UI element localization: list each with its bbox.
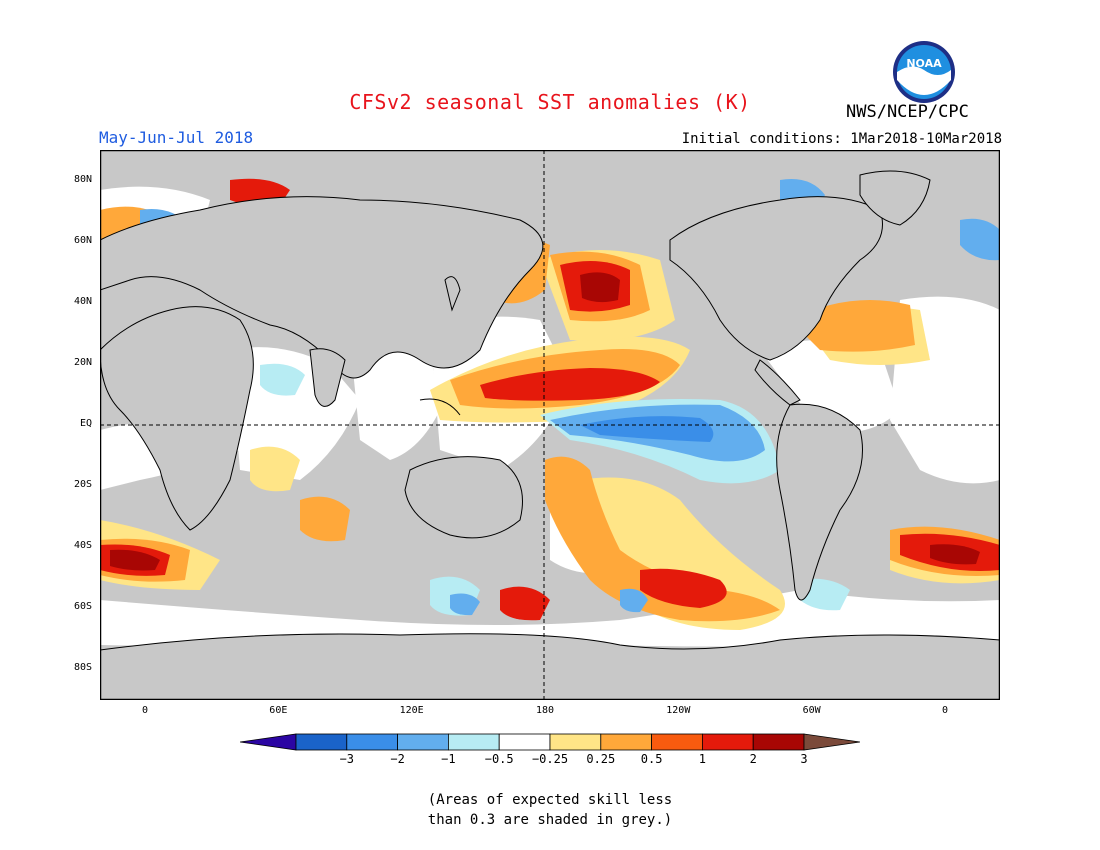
colorbar-cell [803,733,860,751]
coastlines [100,170,1000,700]
skill-note-line-2: than 0.3 are shaded in grey.) [427,812,673,828]
noaa-logo-icon: NOAA [893,41,955,103]
lon-tick-label: 0 [141,705,149,716]
colorbar-label: 0.25 [586,752,616,766]
noaa-logo-text: NOAA [906,57,942,70]
lon-tick-label: 60E [269,705,288,716]
colorbar-cell [346,733,399,751]
lat-tick-label: 40N [73,295,92,307]
colorbar-cell [397,733,449,751]
colorbar-label: −0.25 [531,752,569,766]
lat-tick-label: 40S [73,540,92,552]
lon-tick-label: 120W [666,705,691,716]
colorbar-cell [651,733,703,751]
colorbar-label: 3 [800,752,808,766]
lat-tick-label: 60N [73,234,92,246]
colorbar-label: −3 [339,752,355,766]
colorbar [240,733,860,751]
map-frame [100,150,1000,700]
agency-label: NWS/NCEP/CPC [846,102,969,122]
strong-cool-anomaly-regions [580,416,714,442]
colorbar-label: −1 [441,752,456,766]
lon-tick-label: 0 [941,705,948,716]
lat-tick-label: 80N [73,173,92,185]
colorbar-cell [549,733,602,751]
colorbar-label: 0.5 [640,752,663,766]
colorbar-label: −2 [390,752,405,766]
colorbar-cell [498,733,551,751]
lat-tick-label: 20N [73,356,92,368]
lon-tick-label: 180 [535,705,555,716]
chart-title: CFSv2 seasonal SST anomalies (K) [349,90,751,114]
lat-tick-label: 20S [73,479,92,491]
lat-tick-label: 80S [73,662,92,674]
colorbar-cell [447,733,500,751]
colorbar-cell [752,733,805,751]
colorbar-label: −0.5 [484,752,514,766]
colorbar-cell [600,733,652,751]
colorbar-cell [701,733,754,751]
lon-tick-label: 120E [399,705,424,716]
colorbar-cell [240,733,297,751]
lon-tick-label: 60W [802,705,821,716]
colorbar-label: 1 [698,752,706,766]
skill-note-line-1: (Areas of expected skill less [427,792,673,808]
colorbar-label: 2 [749,752,757,766]
colorbar-cell [295,733,348,751]
lat-tick-label: EQ [79,418,92,429]
lat-tick-label: 60S [73,601,92,613]
initial-conditions-label: Initial conditions: 1Mar2018-10Mar2018 [681,131,1002,147]
very-strong-warm-anomaly-regions [110,272,980,571]
sst-anomaly-map [100,150,1000,700]
season-label: May-Jun-Jul 2018 [99,128,254,147]
